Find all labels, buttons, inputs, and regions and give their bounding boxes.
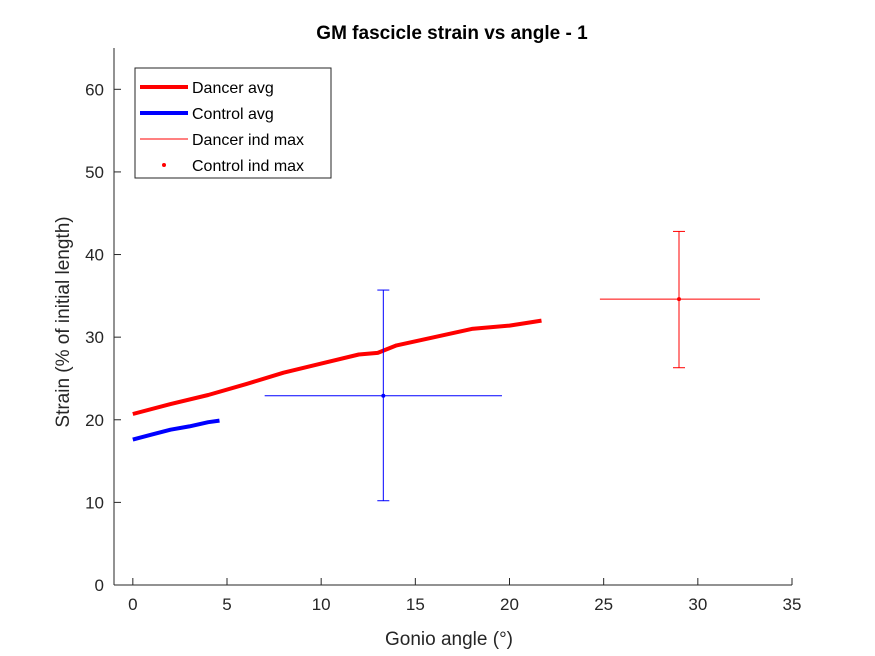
y-tick-label: 50 xyxy=(85,163,104,182)
plot-area xyxy=(132,230,760,502)
y-tick-label: 30 xyxy=(85,328,104,347)
y-tick-label: 40 xyxy=(85,246,104,265)
legend-item: Control ind max xyxy=(162,158,304,175)
x-tick-label: 5 xyxy=(222,595,231,614)
legend-swatch xyxy=(162,163,166,167)
y-axis-label: Strain (% of initial length) xyxy=(53,216,74,427)
legend: Dancer avg Control avg Dancer ind max Contr… xyxy=(134,67,332,179)
legend-item: Control avg xyxy=(140,106,274,123)
y-tick-label: 60 xyxy=(85,80,104,99)
x-tick-label: 30 xyxy=(688,595,707,614)
y-tick-label: 0 xyxy=(95,576,104,595)
legend-item: Dancer ind max xyxy=(140,132,304,149)
x-tick-label: 25 xyxy=(594,595,613,614)
x-tick-label: 0 xyxy=(128,595,137,614)
legend-label: Dancer ind max xyxy=(192,132,304,149)
x-axis-label: Gonio angle (°) xyxy=(385,629,513,650)
series-dancer-avg xyxy=(132,318,542,416)
legend-label: Control ind max xyxy=(192,158,304,175)
y-tick-label: 10 xyxy=(85,493,104,512)
legend-label: Dancer avg xyxy=(192,80,274,97)
data-point xyxy=(381,393,386,398)
x-tick-label: 20 xyxy=(500,595,519,614)
x-tick-label: 15 xyxy=(406,595,425,614)
series-control-avg xyxy=(132,418,220,442)
chart-title: GM fascicle strain vs angle - 1 xyxy=(316,23,588,44)
x-tick-label: 35 xyxy=(783,595,802,614)
y-tick-label: 20 xyxy=(85,411,104,430)
axes: 0 5 10 15 20 25 30 35 0 10 20 30 40 50 60 xyxy=(85,48,801,614)
legend-item: Dancer avg xyxy=(140,80,274,97)
legend-label: Control avg xyxy=(192,106,274,123)
errorbar-control-ind-max xyxy=(264,289,502,502)
errorbar-dancer-ind-max xyxy=(599,230,760,369)
data-point xyxy=(677,297,681,302)
x-tick-label: 10 xyxy=(312,595,331,614)
